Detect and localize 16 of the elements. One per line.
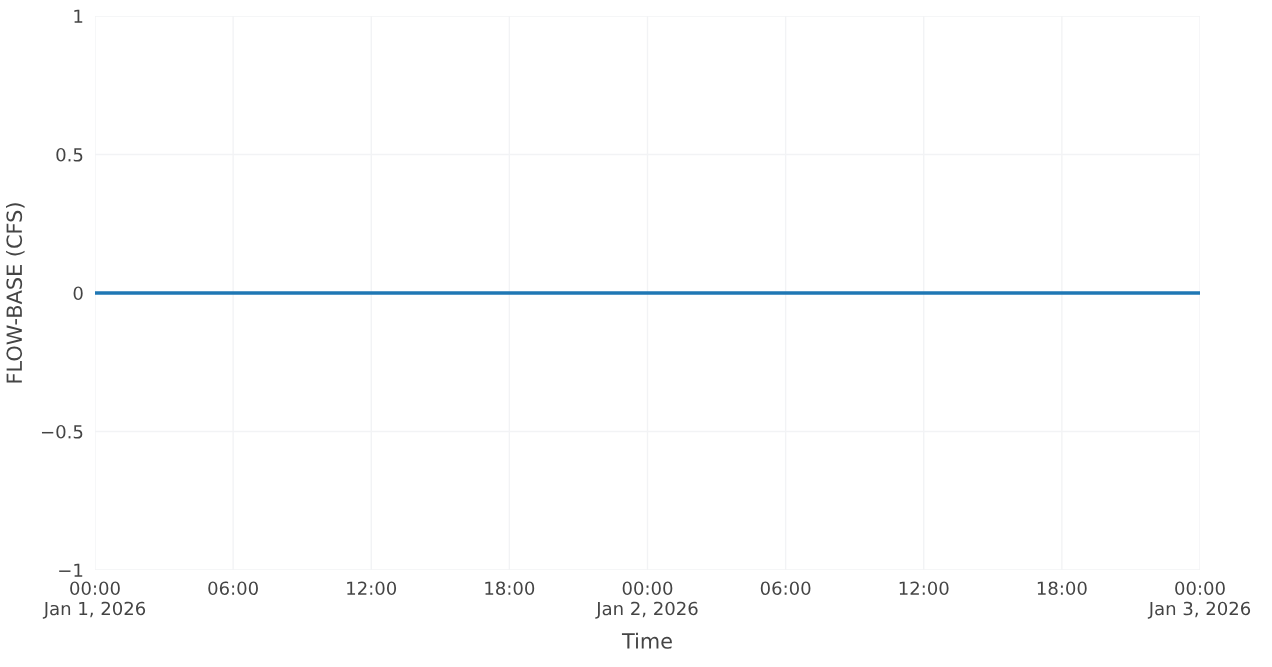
- x-tick-label: 00:00 Jan 2, 2026: [595, 581, 698, 619]
- y-tick-label: 1: [74, 9, 83, 23]
- y-tick-label: 0.5: [56, 147, 83, 162]
- x-tick-label: 00:00 Jan 1, 2026: [42, 581, 146, 619]
- x-tick-label: 06:00: [208, 581, 258, 596]
- y-tick-label: 0: [73, 286, 83, 301]
- y-tick-label: −0.5: [41, 424, 83, 439]
- x-tick-label: 00:00 Jan 3, 2026: [1147, 581, 1251, 619]
- x-tick-label: 18:00: [1037, 581, 1087, 596]
- y-axis-title: FLOW-BASE (CFS): [6, 203, 25, 383]
- x-tick-label: 18:00: [485, 581, 535, 596]
- x-tick-label: 12:00: [899, 581, 949, 596]
- x-tick-label: 12:00: [347, 581, 397, 596]
- x-tick-label: 06:00: [760, 581, 811, 596]
- y-tick-label: −1: [59, 563, 83, 577]
- x-axis-title: Time: [621, 632, 672, 649]
